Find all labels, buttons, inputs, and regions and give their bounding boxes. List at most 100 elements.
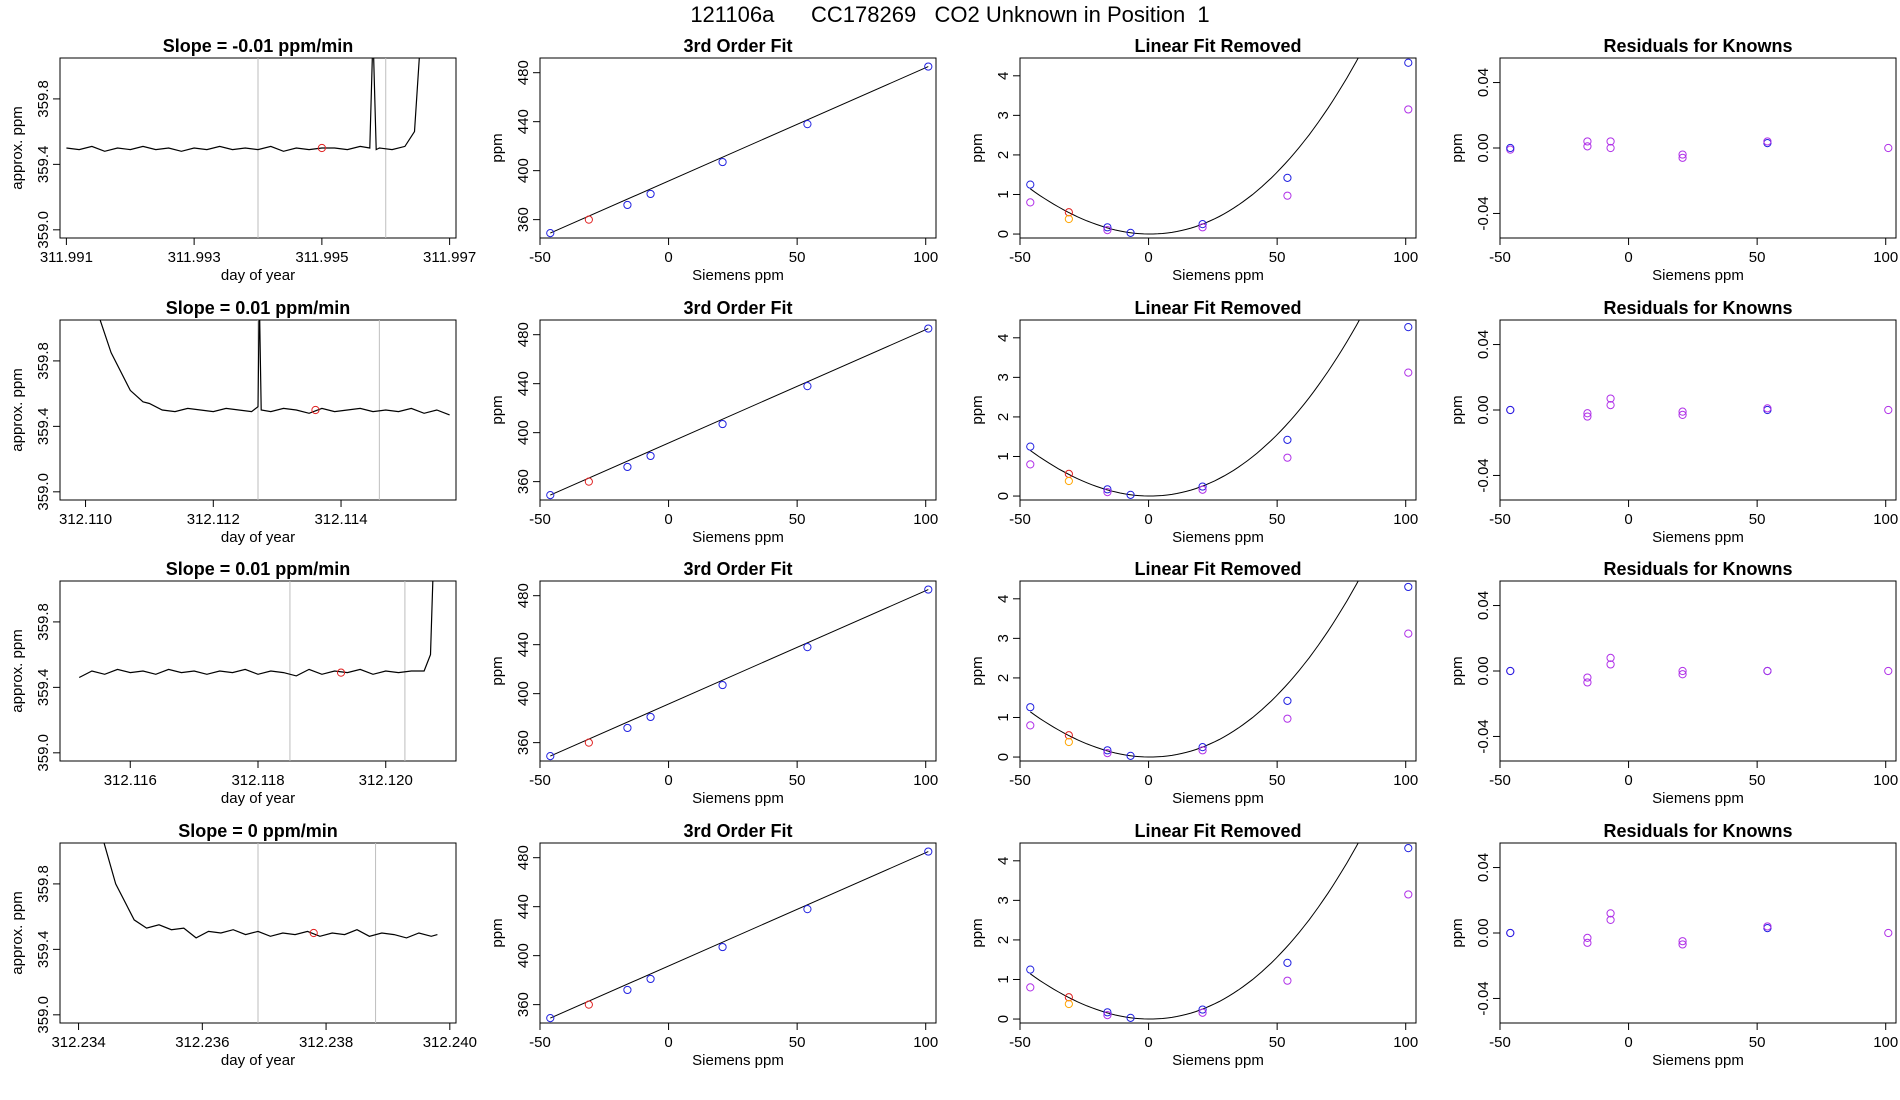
x-tick-label: 0 xyxy=(664,511,672,528)
panel-title: Linear Fit Removed xyxy=(1134,298,1301,318)
data-point xyxy=(1404,890,1413,899)
data-point xyxy=(546,491,555,500)
y-tick-label: 359.0 xyxy=(35,996,52,1034)
x-tick-label: 50 xyxy=(1749,772,1766,789)
y-tick-label: 360 xyxy=(515,992,532,1017)
panel-r1-c4: Residuals for Knowns -50 0 50 100 Siemens ppm… xyxy=(1449,36,1898,284)
data-point xyxy=(1606,137,1615,146)
data-point xyxy=(718,680,727,690)
y-tick-label: 4 xyxy=(995,595,1012,603)
data-point xyxy=(1026,721,1035,730)
x-tick-label: 0 xyxy=(664,1034,672,1051)
x-tick-label: 100 xyxy=(1873,511,1898,528)
plot-frame xyxy=(539,57,937,239)
data-point xyxy=(1283,696,1292,705)
x-tick-label: 100 xyxy=(1873,249,1898,266)
data-point xyxy=(1198,482,1207,491)
data-point xyxy=(1763,137,1772,146)
fit-curve xyxy=(1030,843,1359,1020)
data-point xyxy=(309,928,318,938)
x-tick-label: 100 xyxy=(1873,1034,1898,1051)
y-tick-label: 2 xyxy=(995,413,1012,421)
data-point xyxy=(1283,958,1292,967)
y-tick-label: 4 xyxy=(995,334,1012,342)
y-tick-label: 4 xyxy=(995,857,1012,865)
data-point xyxy=(718,157,727,167)
panel-r4-c4: Residuals for Knowns -50 0 50 100 Siemens ppm… xyxy=(1449,821,1898,1069)
fit-line xyxy=(550,66,929,234)
plot-frame xyxy=(1019,580,1417,762)
y-axis-label: ppm xyxy=(1449,395,1466,424)
y-tick-label: 400 xyxy=(515,158,532,183)
data-point xyxy=(1763,923,1772,933)
x-tick-label: 50 xyxy=(789,1034,806,1051)
x-tick-label: -50 xyxy=(1489,1034,1511,1051)
plot-frame xyxy=(1019,57,1417,239)
y-axis-label: approx. ppm xyxy=(9,106,26,189)
data-point xyxy=(1283,191,1292,200)
x-tick-label: 0 xyxy=(1624,1034,1632,1051)
x-tick-label: 100 xyxy=(913,511,938,528)
data-point xyxy=(1678,407,1687,416)
data-point xyxy=(1763,922,1772,931)
y-tick-label: 0 xyxy=(995,230,1012,238)
series-line xyxy=(66,58,420,152)
y-axis-label: ppm xyxy=(489,133,506,162)
y-tick-label: 3 xyxy=(995,111,1012,119)
plot-area xyxy=(1026,843,1413,1022)
data-point xyxy=(1026,198,1035,207)
data-point xyxy=(1678,940,1687,949)
plot-frame xyxy=(59,580,457,762)
panel-r3-c3: Linear Fit Removed -50 0 50 100 Siemens ppm 0 1… xyxy=(969,559,1418,807)
data-point xyxy=(584,738,593,747)
data-point xyxy=(718,942,727,952)
y-tick-label: 480 xyxy=(515,583,532,608)
data-point xyxy=(1198,223,1207,232)
x-tick-label: -50 xyxy=(1489,772,1511,789)
y-tick-label: 359.4 xyxy=(35,408,52,446)
data-point xyxy=(1103,1008,1112,1017)
y-tick-label: 0.00 xyxy=(1475,918,1492,947)
data-point xyxy=(1884,405,1893,415)
panel-title: 3rd Order Fit xyxy=(683,298,792,318)
y-tick-label: 359.8 xyxy=(35,80,52,118)
data-point xyxy=(1506,666,1515,676)
data-point xyxy=(1126,228,1135,237)
x-axis-label: day of year xyxy=(221,267,295,284)
x-tick-label: 312.110 xyxy=(59,511,112,528)
data-point xyxy=(1583,933,1592,943)
plot-area xyxy=(1506,394,1893,421)
data-point xyxy=(646,451,655,461)
data-point xyxy=(1404,368,1413,377)
plot-area xyxy=(78,581,434,761)
x-tick-label: 50 xyxy=(1269,772,1286,789)
y-tick-label: 359.4 xyxy=(35,146,52,184)
data-point xyxy=(1026,442,1035,451)
panel-title: Residuals for Knowns xyxy=(1603,559,1792,579)
y-tick-label: 0 xyxy=(995,492,1012,500)
data-point xyxy=(924,324,933,333)
x-axis-label: day of year xyxy=(221,790,295,807)
x-tick-label: 50 xyxy=(789,772,806,789)
y-tick-label: 0.04 xyxy=(1475,68,1492,97)
data-point xyxy=(1678,150,1687,159)
fit-curve xyxy=(1030,581,1359,758)
data-point xyxy=(1064,476,1073,486)
y-tick-label: 359.8 xyxy=(35,603,52,641)
data-point xyxy=(546,229,555,238)
data-point xyxy=(1026,983,1035,992)
data-point xyxy=(1884,143,1893,153)
plot-area xyxy=(1026,320,1413,499)
x-tick-label: 0 xyxy=(664,249,672,266)
data-point xyxy=(1606,653,1615,663)
data-point xyxy=(1678,410,1687,420)
plot-frame xyxy=(1499,57,1897,239)
figure-title: 121106a CC178269 CO2 Unknown in Position… xyxy=(690,2,1210,27)
plot-frame xyxy=(539,842,937,1024)
y-tick-label: 0.04 xyxy=(1475,591,1492,620)
x-tick-label: -50 xyxy=(1009,1034,1031,1051)
plot-area xyxy=(1506,909,1893,949)
data-point xyxy=(1126,1013,1135,1022)
plot-area xyxy=(1026,581,1413,760)
data-point xyxy=(1283,714,1292,723)
